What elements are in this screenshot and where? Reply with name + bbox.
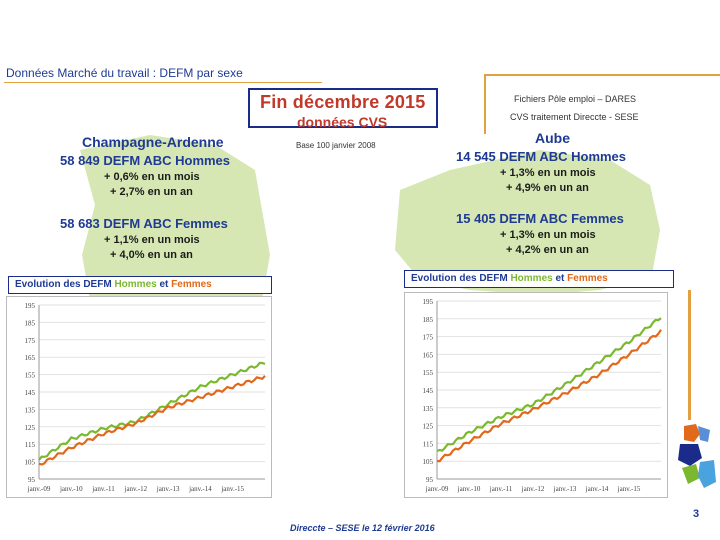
headline-box xyxy=(248,88,438,128)
chart-aube: 195 185 175 165 155 145 135 125 115 105 95janv.-09… xyxy=(423,298,662,493)
y-tick-label: 165 xyxy=(423,351,434,359)
x-tick-label: janv.-10 xyxy=(457,485,481,493)
frame-line-left xyxy=(484,74,486,134)
headline-date: Fin décembre 2015 xyxy=(260,92,426,112)
footer-text: Direccte – SESE le 12 février 2016 xyxy=(290,523,435,533)
aube-map-shape xyxy=(395,150,660,295)
y-tick-label: 135 xyxy=(25,406,36,414)
chart-title-right: Evolution des DEFM Hommes et Femmes xyxy=(404,270,674,288)
y-tick-label: 125 xyxy=(423,423,434,431)
x-tick-label: janv.-09 xyxy=(27,485,51,493)
y-tick-label: 145 xyxy=(25,389,36,397)
y-tick-label: 195 xyxy=(25,302,36,310)
y-tick-label: 105 xyxy=(423,458,434,466)
y-tick-label: 135 xyxy=(423,405,434,413)
y-tick-label: 155 xyxy=(25,372,36,380)
x-tick-label: janv.-15 xyxy=(617,485,641,493)
y-tick-label: 175 xyxy=(423,334,434,342)
chart-title-left: Evolution des DEFM Hommes et Femmes xyxy=(8,276,272,294)
x-tick-label: janv.-11 xyxy=(91,485,115,493)
y-tick-label: 95 xyxy=(28,476,36,484)
y-tick-label: 115 xyxy=(25,441,36,449)
champagne-men-year: + 2,7% en un an xyxy=(110,186,193,198)
aube-men-count: 14 545 DEFM ABC Hommes xyxy=(456,149,627,164)
x-tick-label: janv.-13 xyxy=(156,485,180,493)
aube-women-year: + 4,2% en un an xyxy=(506,244,589,256)
x-tick-label: janv.-11 xyxy=(489,485,513,493)
chart-panel-left: 195 185 175 165 155 145 135 125 115 105 95 janv.-09… xyxy=(6,296,272,498)
series-line-femmes xyxy=(38,375,266,466)
y-tick-label: 125 xyxy=(25,424,36,432)
y-tick-label: 155 xyxy=(423,369,434,377)
y-tick-label: 175 xyxy=(25,337,36,345)
chart-title-prefix: Evolution des DEFM xyxy=(15,279,115,290)
y-tick-label: 185 xyxy=(423,316,434,324)
x-tick-label: janv.-13 xyxy=(553,485,577,493)
chart-title-prefix: Evolution des DEFM xyxy=(411,273,511,284)
y-tick-label: 165 xyxy=(25,354,36,362)
chart-title-mid: et xyxy=(552,273,568,284)
series-line-femmes xyxy=(436,329,662,463)
champagne-women-year: + 4,0% en un an xyxy=(110,249,193,261)
series-line-hommes xyxy=(436,317,662,453)
champagne-men-month: + 0,6% en un mois xyxy=(104,171,200,183)
champagne-name: Champagne-Ardenne xyxy=(82,134,224,150)
y-tick-label: 95 xyxy=(426,476,434,484)
aube-name: Aube xyxy=(535,130,570,146)
aube-men-year: + 4,9% en un an xyxy=(506,182,589,194)
base-note: Base 100 janvier 2008 xyxy=(296,141,376,150)
y-tick-label: 105 xyxy=(25,459,36,467)
title-underline xyxy=(4,82,322,83)
y-tick-label: 145 xyxy=(423,387,434,395)
region-logo-icon xyxy=(678,424,716,488)
x-tick-label: janv.-12 xyxy=(124,485,148,493)
series-line-hommes xyxy=(38,361,266,461)
chart-title-women: Femmes xyxy=(567,273,608,284)
aube-women-count: 15 405 DEFM ABC Femmes xyxy=(456,211,624,226)
champagne-women-month: + 1,1% en un mois xyxy=(104,234,200,246)
aube-men-month: + 1,3% en un mois xyxy=(500,167,596,179)
x-tick-label: janv.-14 xyxy=(585,485,609,493)
x-tick-label: janv.-09 xyxy=(425,485,449,493)
frame-line-top xyxy=(484,74,720,76)
frame-line-right xyxy=(688,290,691,420)
chart-title-women: Femmes xyxy=(171,279,212,290)
cvs-note: CVS traitement Direccte - SESE xyxy=(510,112,639,122)
y-tick-label: 115 xyxy=(423,440,434,448)
x-tick-label: janv.-10 xyxy=(59,485,83,493)
chart-panel-right: 195 185 175 165 155 145 135 125 115 105 95 janv.-09… xyxy=(404,292,668,498)
aube-women-month: + 1,3% en un mois xyxy=(500,229,596,241)
x-tick-label: janv.-15 xyxy=(220,485,244,493)
chart-champagne: 195 185 175 165 155 145 135 125 115 105 95janv.-09… xyxy=(25,302,266,493)
y-tick-label: 185 xyxy=(25,319,36,327)
champagne-women-count: 58 683 DEFM ABC Femmes xyxy=(60,216,228,231)
source-note: Fichiers Pôle emploi – DARES xyxy=(514,94,637,104)
page-number: 3 xyxy=(693,508,700,520)
champagne-men-count: 58 849 DEFM ABC Hommes xyxy=(60,153,231,168)
x-tick-label: janv.-12 xyxy=(521,485,545,493)
chart-title-men: Hommes xyxy=(114,279,157,290)
x-tick-label: janv.-14 xyxy=(188,485,212,493)
page-title: Données Marché du travail : DEFM par sex… xyxy=(6,66,243,80)
chart-title-men: Hommes xyxy=(510,273,553,284)
headline-cvs: données CVS xyxy=(297,114,388,130)
y-tick-label: 195 xyxy=(423,298,434,306)
chart-title-mid: et xyxy=(156,279,172,290)
